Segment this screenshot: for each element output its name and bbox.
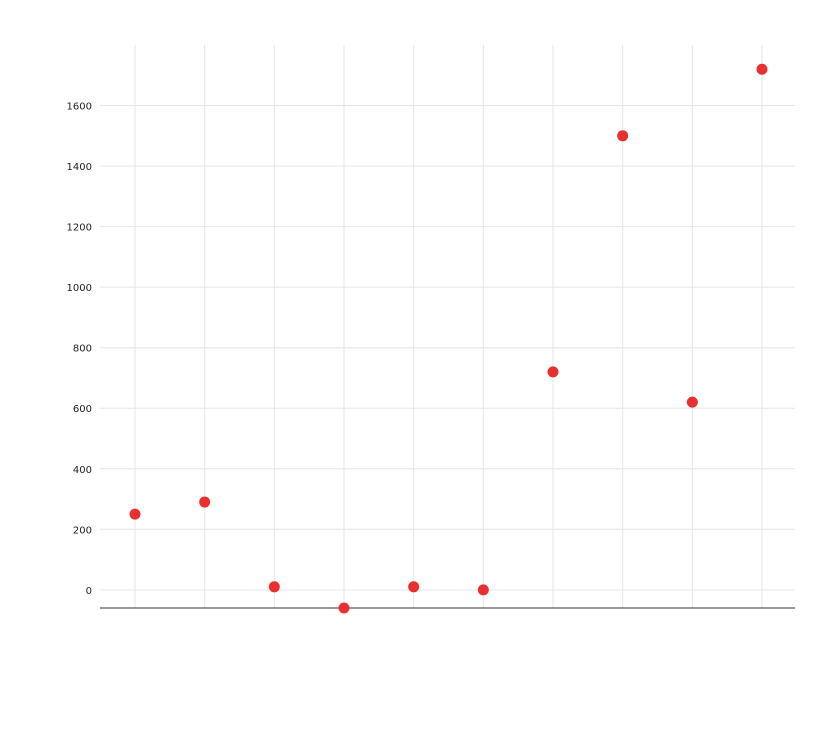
y-tick-label: 1200 (67, 223, 92, 234)
data-points (129, 63, 768, 614)
data-point (477, 584, 489, 596)
y-axis-ticks: 0 200 400 600 800 1000 1200 1400 1600 (67, 102, 92, 597)
data-point (268, 581, 280, 593)
data-point (547, 366, 559, 378)
data-point (129, 508, 141, 520)
y-tick-label: 400 (73, 465, 92, 476)
data-point (338, 602, 350, 614)
data-point (199, 496, 211, 508)
y-tick-label: 600 (73, 404, 92, 415)
grid (100, 45, 795, 608)
y-tick-label: 1600 (67, 102, 92, 113)
y-tick-label: 800 (73, 344, 92, 355)
y-tick-label: 1400 (67, 162, 92, 173)
data-point (686, 396, 698, 408)
y-tick-label: 200 (73, 525, 92, 536)
y-tick-label: 1000 (67, 283, 92, 294)
data-point (617, 130, 629, 142)
y-tick-label: 0 (86, 586, 92, 597)
data-point (408, 581, 420, 593)
data-point (756, 63, 768, 75)
